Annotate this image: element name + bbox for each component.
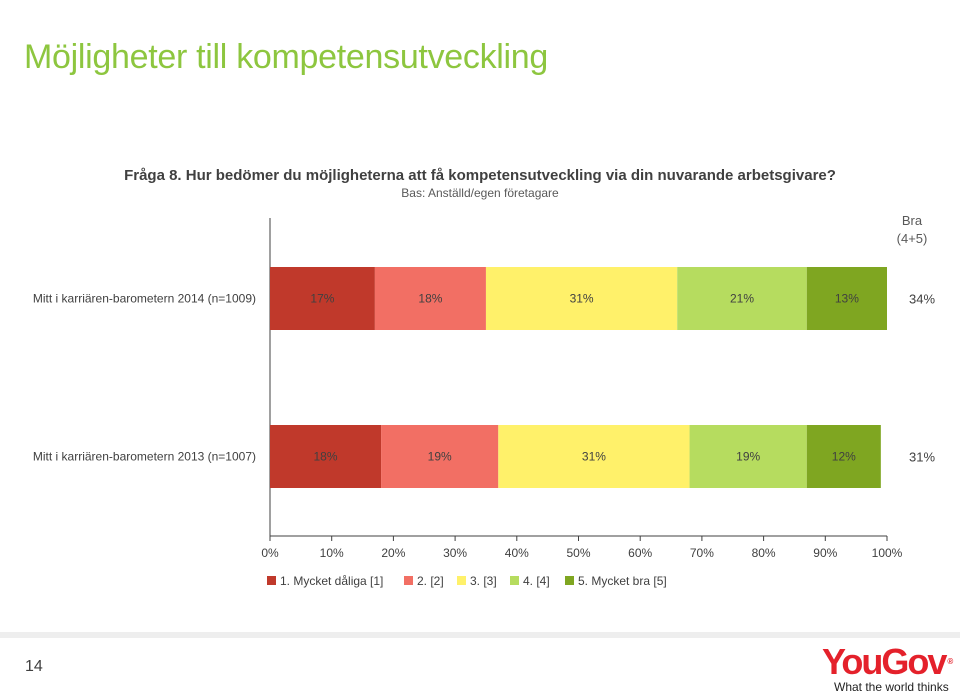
category-label: Mitt i karriären-barometern 2014 (n=1009… — [33, 292, 256, 306]
x-tick-label: 20% — [381, 546, 405, 560]
legend-swatch — [510, 576, 519, 585]
page-number: 14 — [25, 658, 43, 675]
x-tick-label: 80% — [752, 546, 776, 560]
logo-wordmark: YouGov — [822, 641, 947, 682]
bar-data-label: 13% — [835, 292, 859, 306]
legend-swatch — [565, 576, 574, 585]
bar-data-label: 18% — [418, 292, 442, 306]
bar-data-label: 19% — [428, 450, 452, 464]
chart-question: Fråga 8. Hur bedömer du möjligheterna at… — [124, 167, 836, 184]
x-tick-label: 70% — [690, 546, 714, 560]
chart-basis: Bas: Anställd/egen företagare — [401, 186, 559, 200]
stacked-bar-chart: Bra (4+5) Mitt i karriären-barometern 2014… — [33, 213, 936, 588]
bar-segment — [485, 267, 678, 330]
bar-data-label: 18% — [314, 450, 338, 464]
bar-data-label: 31% — [582, 450, 606, 464]
logo-tagline: What the world thinks — [834, 680, 949, 694]
legend-swatch — [457, 576, 466, 585]
x-tick-label: 40% — [505, 546, 529, 560]
footer-divider — [0, 632, 960, 638]
summary-header-line2: (4+5) — [897, 231, 928, 246]
summary-header-line1: Bra — [902, 213, 923, 228]
page-title: Möjligheter till kompetensutveckling — [24, 38, 549, 76]
bar-segment — [270, 425, 382, 488]
bar-data-label: 31% — [570, 292, 594, 306]
legend-label: 4. [4] — [523, 574, 550, 588]
bar-segment — [374, 267, 486, 330]
x-tick-label: 90% — [813, 546, 837, 560]
legend-swatch — [267, 576, 276, 585]
bar-segment — [689, 425, 807, 488]
bar-segment — [806, 425, 881, 488]
legend-label: 3. [3] — [470, 574, 497, 588]
legend-label: 5. Mycket bra [5] — [578, 574, 667, 588]
x-tick-label: 30% — [443, 546, 467, 560]
bar-segment — [381, 425, 499, 488]
registered-mark-icon: ® — [947, 657, 954, 666]
bar-segment — [270, 267, 375, 330]
bar-segment — [498, 425, 690, 488]
x-tick-label: 50% — [566, 546, 590, 560]
x-tick-label: 0% — [261, 546, 279, 560]
bar-data-label: 21% — [730, 292, 754, 306]
bar-segment — [806, 267, 887, 330]
legend-swatch — [404, 576, 413, 585]
summary-value: 31% — [909, 450, 935, 465]
x-tick-label: 60% — [628, 546, 652, 560]
summary-value: 34% — [909, 292, 935, 307]
yougov-logo: YouGov ® What the world thinks — [822, 641, 954, 694]
bar-segment — [677, 267, 807, 330]
category-label: Mitt i karriären-barometern 2013 (n=1007… — [33, 450, 256, 464]
x-tick-label: 10% — [320, 546, 344, 560]
legend-label: 2. [2] — [417, 574, 444, 588]
bar-data-label: 17% — [310, 292, 334, 306]
bar-data-label: 12% — [832, 450, 856, 464]
x-tick-label: 100% — [872, 546, 903, 560]
legend-label: 1. Mycket dåliga [1] — [280, 574, 383, 588]
bar-data-label: 19% — [736, 450, 760, 464]
